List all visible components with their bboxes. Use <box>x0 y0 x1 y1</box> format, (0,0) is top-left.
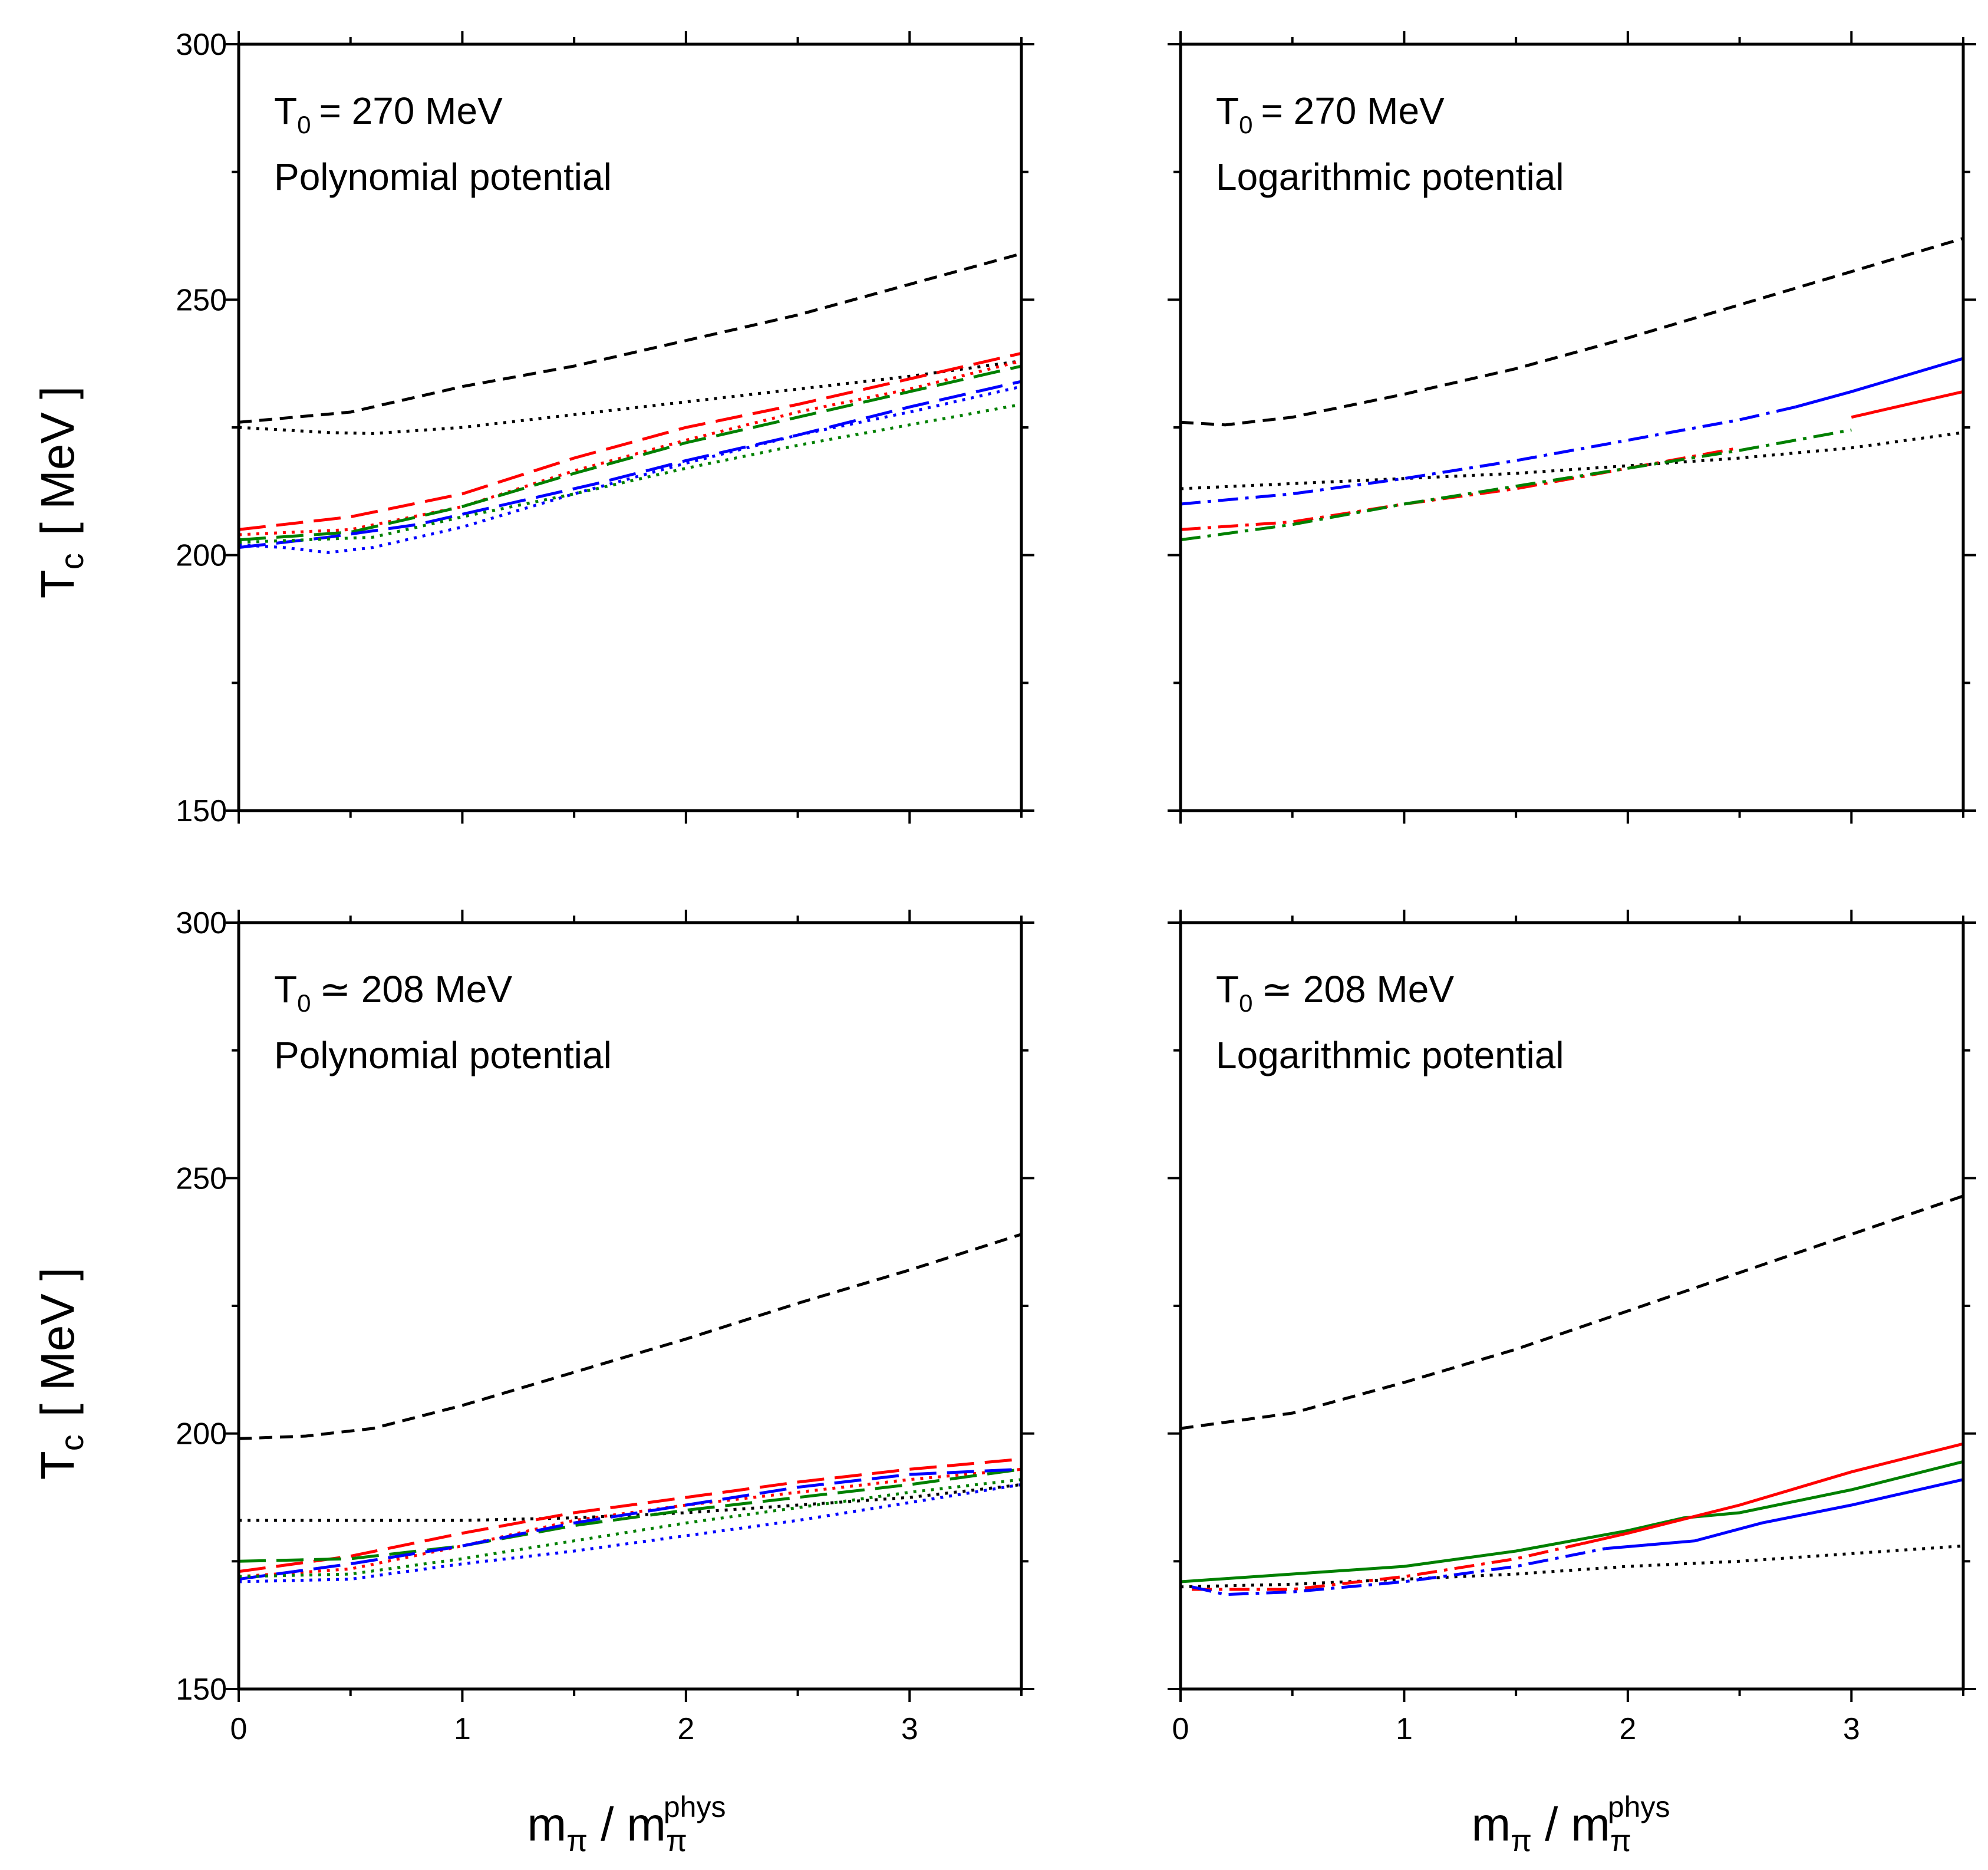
y-tick-label: 200 <box>176 1417 227 1451</box>
series-black-dashed <box>239 1233 1021 1440</box>
axis-ticks <box>226 910 1034 1702</box>
x-tick-label: 2 <box>677 1712 694 1746</box>
y-tick-label: 150 <box>176 1673 227 1707</box>
annotation-temperature: T0 ≃ 208 MeV <box>1216 968 1454 1017</box>
series-group <box>1181 236 1963 542</box>
y-title-unit: [ MeV ] <box>31 1267 84 1417</box>
y-tick-label: 150 <box>176 794 227 828</box>
x-tick-label: 0 <box>230 1712 248 1746</box>
series-green-dotted <box>239 403 1021 544</box>
series-red-dash-dot-solid-solid <box>1583 1442 1963 1545</box>
annotation-potential: Logarithmic potential <box>1216 156 1564 198</box>
y-title-unit: [ MeV ] <box>31 386 84 535</box>
series-green-long-dash <box>239 364 1021 542</box>
annotation-temperature: T0 = 270 MeV <box>274 90 503 139</box>
series-red-dash-dot-solid-dashdot <box>1181 446 1740 531</box>
x-axis-title-left: mπ / mπphys <box>528 1790 726 1858</box>
series-black-dotted <box>1181 1544 1963 1589</box>
series-red-dash-dot-solid-dashdot <box>1192 1542 1584 1591</box>
annotation-temperature: T0 ≃ 208 MeV <box>274 968 512 1017</box>
annotation-potential: Logarithmic potential <box>1216 1034 1564 1076</box>
series-black-dashed <box>1181 236 1963 427</box>
series-black-dashed <box>239 252 1021 424</box>
series-green-solid <box>1181 1460 1963 1583</box>
series-red-dash-dot-solid-solid <box>1851 390 1963 419</box>
y-tick-label: 250 <box>176 1161 227 1196</box>
series-blue-dash-dot-solid-dashdot <box>1191 1547 1606 1596</box>
x-tick-label: 0 <box>1172 1712 1189 1746</box>
x-tick-label: 1 <box>454 1712 471 1746</box>
series-blue-long-dash <box>239 1467 1021 1581</box>
series-group <box>239 1233 1021 1583</box>
series-red-long-dash <box>239 1457 1021 1573</box>
series-red-dotted <box>239 1467 1021 1578</box>
series-group <box>1181 1194 1963 1596</box>
y-tick-label: 300 <box>176 28 227 62</box>
y-tick-label: 200 <box>176 539 227 573</box>
plot-frame <box>237 921 1023 1691</box>
y-axis-title-top: Tc [ MeV ] <box>31 386 90 598</box>
y-axis-title-bottom: Tc [ MeV ] <box>31 1267 90 1480</box>
series-black-dotted <box>1181 431 1963 490</box>
series-blue-dash-dot-solid-solid <box>1795 357 1963 409</box>
x-tick-label: 3 <box>1843 1712 1860 1746</box>
x-tick-label: 2 <box>1619 1712 1636 1746</box>
axis-ticks <box>1168 31 1976 824</box>
plot-frame <box>1179 42 1965 812</box>
annotation-potential: Polynomial potential <box>274 1034 612 1076</box>
series-blue-dotted <box>239 385 1021 554</box>
annotation-potential: Polynomial potential <box>274 156 612 198</box>
y-title-main: T <box>31 1451 84 1480</box>
axis-ticks <box>226 31 1034 824</box>
panel-top-right: T0 = 270 MeV Logarithmic potential <box>1168 31 1976 824</box>
y-title-main: T <box>31 569 84 598</box>
series-green-dash-dot-solid-dashdot <box>1181 428 1852 542</box>
annotation-temperature: T0 = 270 MeV <box>1216 90 1445 139</box>
plot-frame <box>237 42 1023 812</box>
x-tick-label: 1 <box>1396 1712 1413 1746</box>
panel-top-left: 150 200 250 300 T0 = 270 MeV Polynomial potent… <box>176 28 1034 828</box>
svg-text:Tc[ MeV ]: Tc [ MeV ] <box>31 386 90 598</box>
series-black-dashed <box>1181 1194 1963 1430</box>
plot-frame <box>1179 921 1965 1691</box>
y-title-sub: c <box>53 553 90 569</box>
series-group <box>239 252 1021 554</box>
series-blue-dash-dot-solid-solid <box>1605 1478 1963 1550</box>
x-tick-label: 3 <box>901 1712 918 1746</box>
x-axis-title-right: mπ / mπphys <box>1472 1790 1670 1858</box>
y-title-sub: c <box>53 1434 90 1451</box>
series-green-long-dash <box>239 1467 1021 1563</box>
series-black-dotted <box>239 359 1021 435</box>
series-red-long-dash <box>239 351 1021 531</box>
svg-text:Tc[ MeV ]: Tc [ MeV ] <box>31 1267 90 1480</box>
series-blue-long-dash <box>239 380 1021 549</box>
series-red-dotted <box>239 359 1021 536</box>
y-tick-label: 250 <box>176 283 227 317</box>
y-tick-label: 300 <box>176 906 227 940</box>
axis-ticks <box>1168 910 1976 1702</box>
panel-bottom-right: 0 1 2 3 T0 ≃ 208 MeV Logarithmic potential <box>1168 910 1976 1746</box>
panel-bottom-left: 150 200 250 300 0 1 2 3 T0 ≃ 208 MeV Polynomial po… <box>176 906 1034 1746</box>
